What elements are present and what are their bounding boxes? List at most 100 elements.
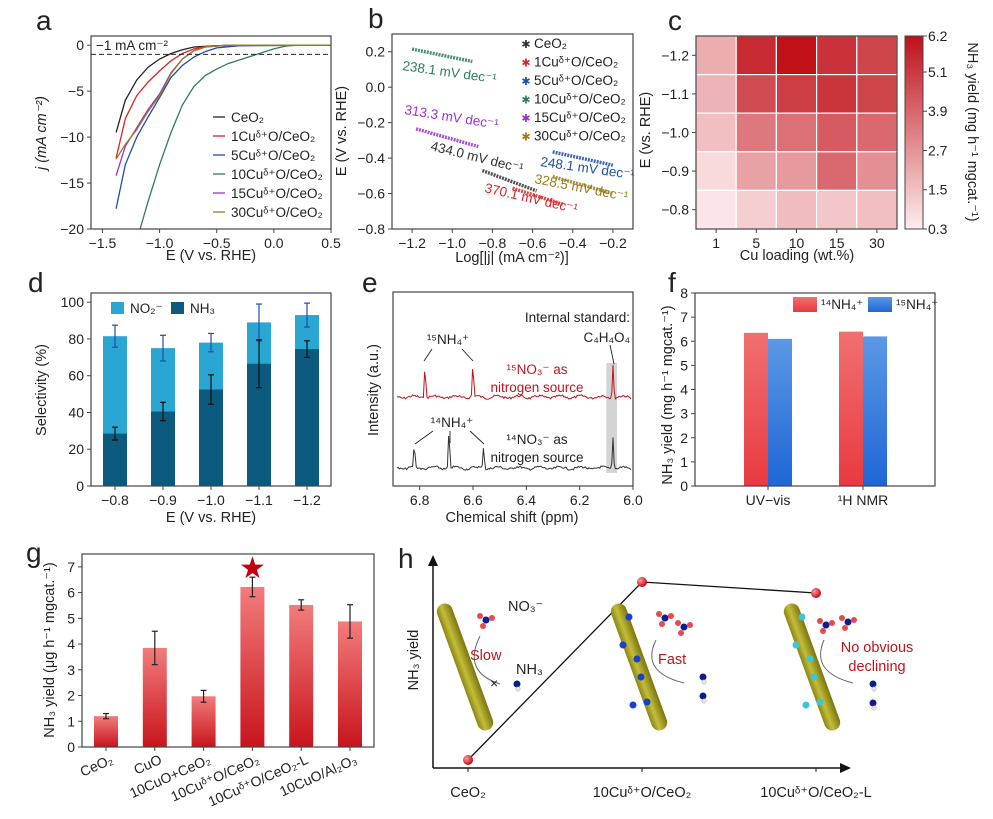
panel-letter: g [26,537,42,568]
panel-letter: c [668,5,682,36]
y-axis-title: Selectivity (%) [34,344,50,436]
heatmap-cell [856,189,898,230]
colorbar-tick-label: 3.9 [928,103,948,119]
nmr-spectrum [396,435,632,471]
reference-line-label: −1 mA cm⁻² [96,38,169,53]
data-point [637,577,647,587]
legend-label: CeO₂ [231,110,264,125]
legend-label: 15Cuᵟ⁺O/CeO₂ [534,110,626,125]
molecule-h [871,686,877,692]
x-tick-label: 6.2 [570,492,590,508]
x-tick-label: CeO₂ [77,751,115,780]
molecule-o [675,620,681,626]
legend-label: ¹⁴NH₄⁺ [821,297,863,312]
bar [744,332,768,486]
panel-letter: a [36,5,52,36]
bar-nh3 [103,433,127,486]
y-tick-label: 7 [680,309,688,325]
axis-arrow-icon [840,763,851,773]
legend-swatch [171,302,184,314]
molecule-n [844,618,852,626]
cu-site [629,701,637,709]
y-axis-title: NH₃ yield (mg h⁻¹ mgcat.⁻¹) [660,305,676,484]
heatmap-cell [815,112,858,153]
x-tick-label: 30 [869,235,885,251]
molecule-n [661,614,669,622]
x-tick-label: −0.2 [599,235,627,251]
tafel-fit-line [415,127,479,149]
data-point [811,588,821,598]
bar [338,621,362,747]
category-label: CeO₂ [450,785,485,801]
legend-label: NO₂⁻ [130,301,163,316]
series-line [115,44,332,133]
tafel-fit-line [511,186,564,206]
internal-standard-label: Internal standard: [525,310,630,325]
heatmap-cell [815,73,858,114]
no-obvious-label: No obvious [841,640,914,656]
molecule-h [515,686,521,692]
bar [191,696,216,747]
molecule-o [687,622,693,628]
molecule-h [701,679,707,685]
x-tick-label: −1.2 [293,492,321,508]
molecule-o [829,620,835,626]
nh4-14-label: ¹⁴NH₄⁺ [431,415,473,430]
legend-label: 30Cuᵟ⁺O/CeO₂ [231,205,323,220]
panel-letter: e [362,267,378,298]
plot-frame [81,553,375,748]
bar [863,336,887,486]
x-tick-label: −0.8 [101,492,129,508]
legend-label: 1Cuᵟ⁺O/CeO₂ [534,55,618,70]
plot-frame [391,33,634,230]
legend-label: 15Cuᵟ⁺O/CeO₂ [231,186,323,201]
heatmap-cell [856,73,898,114]
y-tick-label: 3 [67,662,75,678]
internal-standard-formula: C₄H₄O₄ [583,330,630,345]
heatmap-cell [815,151,858,192]
y-tick-label: 2 [680,430,688,446]
series-line [115,44,332,209]
y-tick-label: 1 [680,454,688,470]
x-tick-label: 1 [712,235,720,251]
x-tick-label: −1.1 [245,492,273,508]
molecule-h [701,698,707,704]
molecule-o [839,615,845,621]
x-axis-title: E (V vs. RHE) [166,510,256,526]
axis-arrow-icon [428,555,438,566]
colorbar-title: NH₃ yield (mg h⁻¹ mgcat.⁻¹) [964,42,980,221]
colorbar-tick-label: 5.1 [928,64,948,80]
y-tick-label: 60 [68,368,84,384]
tafel-fit-line [481,168,538,193]
annotation-arrow [414,430,434,445]
heatmap-cell [775,35,818,76]
annotation-arrow [461,348,474,362]
y-tick-label: −0.6 [357,186,385,202]
nh4-15-label: ¹⁵NH₄⁺ [427,332,469,347]
cu-site [633,655,641,663]
molecule-h [871,705,877,711]
y-tick-label: 20 [68,441,84,457]
x-tick-label: 6.4 [517,492,537,508]
heatmap-cell [735,73,778,114]
legend-marker-icon: ✱ [521,39,530,51]
series-line [115,44,331,160]
cu-site [806,655,814,663]
molecule-n [680,623,688,631]
molecule-nh3 [699,692,707,700]
x-tick-label: −1.2 [398,235,426,251]
x-tick-label: 0.0 [264,235,284,251]
heatmap-cell [735,151,778,192]
heatmap-cell [815,35,858,76]
y-tick-label: −0.4 [357,150,385,166]
molecule-o [820,628,826,634]
y-tick-label: 0 [76,37,84,53]
nh3-label: NH₃ [516,662,543,678]
x-tick-label: 6.8 [410,492,430,508]
y-tick-label: −10 [60,129,84,145]
heatmap-cell [695,73,737,114]
y-axis-title: NH₃ yield [406,630,422,691]
